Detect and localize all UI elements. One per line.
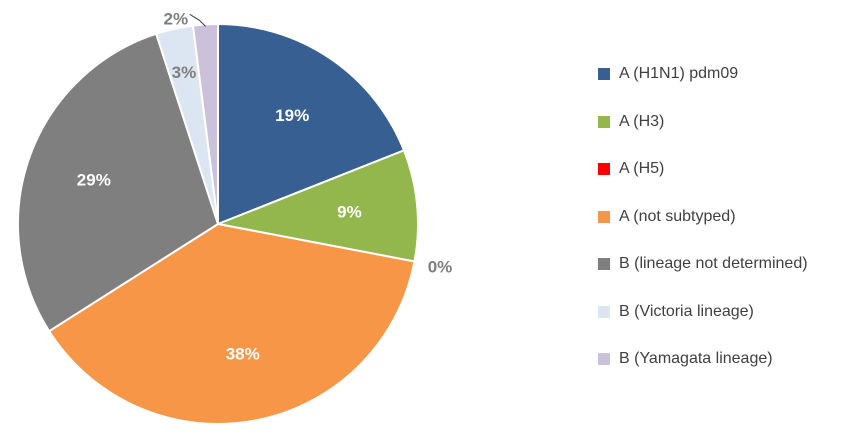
pie-slices <box>17 23 419 425</box>
legend-item-b-yamagata-lineage: B (Yamagata lineage) <box>598 349 853 369</box>
data-label-a-h3: 9% <box>337 203 362 222</box>
legend-label-a-h5: A (H5) <box>619 160 665 177</box>
legend-swatch-b-lineage-not-determined <box>598 258 610 270</box>
data-label-a-h1n1-pdm09: 19% <box>275 106 309 125</box>
legend: A (H1N1) pdm09 A (H3) A (H5) A (not subtype… <box>598 64 853 397</box>
legend-item-a-not-subtyped: A (not subtyped) <box>598 207 853 227</box>
pie-slice-a-h1n1-pdm09 <box>217 23 405 225</box>
leader-lines <box>189 13 206 27</box>
legend-item-a-h5: A (H5) <box>598 159 853 179</box>
data-label-a-not-subtyped: 38% <box>226 345 260 364</box>
legend-label-a-not-subtyped: A (not subtyped) <box>619 207 736 225</box>
legend-item-a-h1n1-pdm09: A (H1N1) pdm09 <box>598 64 853 84</box>
legend-swatch-a-h3 <box>598 115 610 128</box>
legend-swatch-a-h1n1-pdm09 <box>598 68 610 80</box>
legend-item-b-victoria-lineage: B (Victoria lineage) <box>598 302 853 322</box>
leader-line-b-yamagata-lineage <box>189 13 206 27</box>
data-label-a-h5: 0% <box>428 257 453 276</box>
legend-label-a-h1n1-pdm09: A (H1N1) pdm09 <box>619 65 739 82</box>
data-label-b-yamagata-lineage: 2% <box>163 9 188 28</box>
legend-label-b-lineage-not-determined: B (lineage not determined) <box>619 255 808 272</box>
legend-item-b-lineage-not-determined: B (lineage not determined) <box>598 254 853 274</box>
pie-slice-a-h3 <box>217 149 419 263</box>
legend-swatch-a-h5 <box>598 163 610 175</box>
data-label-b-lineage-not-determined: 29% <box>77 170 111 189</box>
legend-swatch-b-victoria-lineage <box>598 305 610 318</box>
pie-slice-b-yamagata-lineage <box>191 23 219 225</box>
legend-label-a-h3: A (H3) <box>619 112 665 130</box>
legend-item-a-h3: A (H3) <box>598 112 853 132</box>
legend-swatch-b-yamagata-lineage <box>598 353 610 365</box>
pie-slice-b-lineage-not-determined <box>17 32 219 333</box>
legend-label-b-victoria-lineage: B (Victoria lineage) <box>619 302 754 320</box>
data-label-b-victoria-lineage: 3% <box>172 63 197 82</box>
legend-swatch-a-not-subtyped <box>598 210 610 223</box>
data-labels: 19% 9% 0% 38% 29% 3% 2% <box>77 9 452 363</box>
legend-label-b-yamagata-lineage: B (Yamagata lineage) <box>619 350 773 367</box>
